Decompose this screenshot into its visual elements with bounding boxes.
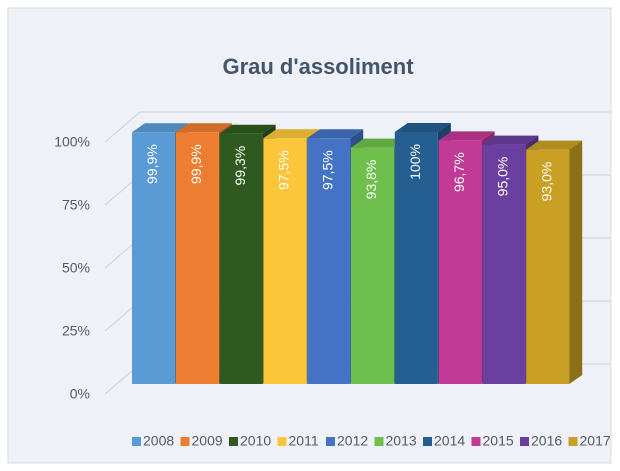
bar-top-shade xyxy=(132,123,188,133)
legend-swatch xyxy=(326,437,335,446)
legend-label: 2016 xyxy=(531,433,562,449)
bar xyxy=(132,132,175,384)
legend-swatch xyxy=(568,437,578,446)
bar xyxy=(175,132,219,384)
value-label: 95,0% xyxy=(495,157,511,197)
legend-label: 2009 xyxy=(192,433,223,449)
bar-side-shade xyxy=(569,140,583,384)
legend-label: 2010 xyxy=(240,433,271,449)
bar xyxy=(351,147,394,384)
bar-top xyxy=(175,123,232,133)
legend-swatch xyxy=(423,437,432,446)
value-label: 93,0% xyxy=(538,162,554,202)
y-tick-label: 0% xyxy=(70,386,90,402)
bar-top-shade xyxy=(482,135,539,145)
legend-swatch xyxy=(277,437,287,446)
legend-swatch xyxy=(520,437,529,446)
bar xyxy=(307,138,351,384)
value-label: 97,5% xyxy=(276,150,292,190)
legend-swatch xyxy=(374,437,384,446)
bar xyxy=(482,144,526,384)
legend-label: 2017 xyxy=(580,433,611,449)
bar-top-shade xyxy=(351,138,407,148)
value-label: 96,7% xyxy=(451,152,467,192)
bar-top xyxy=(482,135,539,145)
bar-top-shade xyxy=(175,123,232,133)
bar-top xyxy=(307,129,364,139)
legend-label: 2008 xyxy=(143,433,174,449)
bar-top xyxy=(351,138,407,148)
bar-top-shade xyxy=(526,140,583,150)
bar xyxy=(526,149,570,384)
bar-top-shade xyxy=(219,124,276,134)
bar-top xyxy=(394,123,451,132)
bar-top-shade xyxy=(438,131,495,141)
y-tick-label: 100% xyxy=(54,134,90,150)
bar xyxy=(219,133,263,384)
y-tick-label: 25% xyxy=(62,323,90,339)
grid-line xyxy=(104,111,610,143)
bar-top-shade xyxy=(307,129,364,139)
value-label: 99,9% xyxy=(188,144,204,184)
bar xyxy=(438,140,482,384)
legend-swatch xyxy=(132,437,141,446)
value-label: 99,9% xyxy=(144,144,160,184)
bar-top xyxy=(219,124,276,134)
value-label: 100% xyxy=(407,144,423,180)
bar xyxy=(263,138,307,384)
legend-swatch xyxy=(180,437,190,446)
bar-side xyxy=(569,140,583,384)
value-label: 99,3% xyxy=(232,146,248,186)
y-tick-label: 50% xyxy=(62,260,90,276)
bar-top xyxy=(526,140,583,150)
legend-swatch xyxy=(229,437,238,446)
bar-top xyxy=(263,129,320,139)
y-tick-label: 75% xyxy=(62,197,90,213)
bar-top xyxy=(438,131,495,141)
value-label: 97,5% xyxy=(319,150,335,190)
legend-label: 2014 xyxy=(434,433,465,449)
value-label: 93,8% xyxy=(363,160,379,200)
legend-label: 2012 xyxy=(337,433,368,449)
bar xyxy=(394,132,438,384)
legend-label: 2013 xyxy=(386,433,417,449)
bar-top-shade xyxy=(394,123,451,132)
legend-label: 2015 xyxy=(483,433,514,449)
bar-top-shade xyxy=(263,129,320,139)
bar-top xyxy=(132,123,188,133)
legend-swatch xyxy=(471,437,481,446)
chart-title: Grau d'assoliment xyxy=(222,54,414,79)
legend-label: 2011 xyxy=(289,433,319,449)
